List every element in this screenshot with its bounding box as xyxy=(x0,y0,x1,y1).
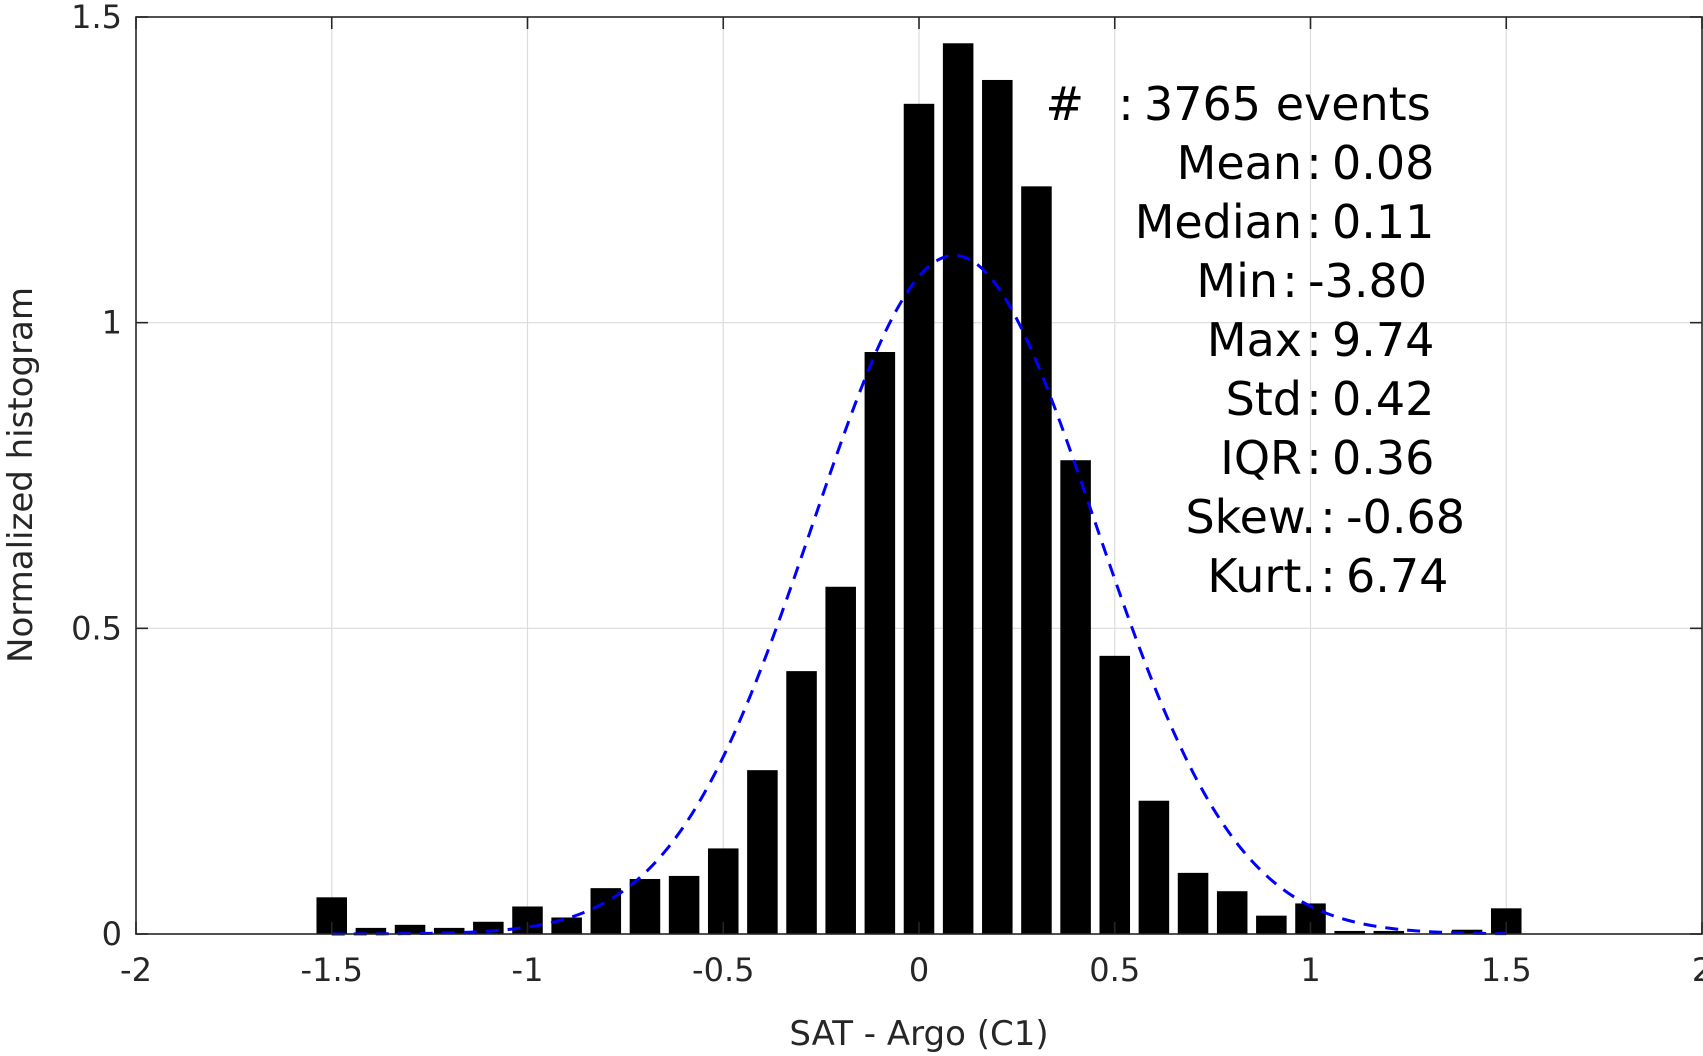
stat-separator: : xyxy=(1320,490,1336,544)
stat-label: Std xyxy=(1226,372,1302,426)
histogram-bar xyxy=(355,927,387,934)
histogram-bar xyxy=(786,671,817,934)
stat-value: 0.36 xyxy=(1332,431,1434,485)
stat-value: 6.74 xyxy=(1346,549,1448,603)
histogram-bar xyxy=(942,43,974,934)
stat-label: Skew. xyxy=(1185,490,1316,544)
x-tick-label: 0.5 xyxy=(1089,951,1140,989)
stat-value: -0.68 xyxy=(1346,490,1465,544)
stat-label: IQR xyxy=(1220,431,1302,485)
stat-separator: : xyxy=(1306,195,1322,249)
histogram-bar xyxy=(1256,915,1287,934)
x-tick-label: 2 xyxy=(1692,951,1703,989)
gaussian-fit-curve xyxy=(331,253,1507,936)
histogram-bar xyxy=(707,848,739,934)
histogram-bar xyxy=(825,586,856,934)
y-tick-label: 0.5 xyxy=(71,609,122,647)
histogram-bar xyxy=(903,103,935,935)
stat-separator: : xyxy=(1306,136,1322,190)
stat-value: 9.74 xyxy=(1332,313,1434,367)
stat-value: -3.80 xyxy=(1308,254,1427,308)
stat-label: Median xyxy=(1135,195,1302,249)
histogram-bars xyxy=(316,43,1522,935)
histogram-bar xyxy=(1138,800,1170,934)
y-tick-label: 0 xyxy=(102,915,122,953)
stat-value: 0.08 xyxy=(1332,136,1434,190)
histogram-bar xyxy=(394,924,426,934)
stat-label: Mean xyxy=(1177,136,1302,190)
histogram-bar xyxy=(747,770,778,934)
x-tick-label: 1 xyxy=(1300,951,1320,989)
stat-separator: : xyxy=(1306,431,1322,485)
stat-separator: : xyxy=(1306,313,1322,367)
x-tick-label: -2 xyxy=(120,951,152,989)
histogram-bar xyxy=(1451,929,1483,934)
stat-separator: : xyxy=(1118,77,1134,131)
histogram-bar xyxy=(433,927,465,934)
histogram-bar xyxy=(629,878,661,934)
x-axis-ticks: -2 -1.5 -1 -0.5 0 0.5 1 1.5 2 xyxy=(120,17,1703,989)
histogram-bar xyxy=(1060,460,1091,934)
stat-label: Kurt. xyxy=(1207,549,1316,603)
stat-label: # xyxy=(1045,77,1084,131)
histogram-bar xyxy=(864,352,896,934)
histogram-bar xyxy=(1021,186,1052,934)
y-axis-ticks: 0 0.5 1 1.5 xyxy=(71,0,1702,953)
x-tick-label: -0.5 xyxy=(692,951,754,989)
histogram-bar xyxy=(982,79,1013,934)
histogram-bar xyxy=(1216,891,1248,934)
histogram-bar xyxy=(1334,930,1365,934)
y-axis-label: Normalized histogram xyxy=(1,287,41,663)
stat-value: 0.42 xyxy=(1332,372,1434,426)
y-tick-label: 1.5 xyxy=(71,0,122,36)
x-tick-label: 0 xyxy=(909,951,929,989)
stat-label: Max xyxy=(1207,313,1302,367)
histogram-bar xyxy=(1177,872,1209,934)
x-tick-label: -1.5 xyxy=(301,951,363,989)
y-tick-label: 1 xyxy=(102,304,122,342)
histogram-bar xyxy=(1099,655,1131,934)
x-tick-label: 1.5 xyxy=(1481,951,1532,989)
stat-value: 3765 events xyxy=(1144,77,1431,131)
histogram-bar xyxy=(1373,930,1405,934)
stat-label: Min xyxy=(1196,254,1278,308)
stat-value: 0.11 xyxy=(1332,195,1434,249)
x-tick-label: -1 xyxy=(512,951,544,989)
stat-separator: : xyxy=(1320,549,1336,603)
histogram-bar xyxy=(668,875,700,934)
stat-separator: : xyxy=(1306,372,1322,426)
x-axis-label: SAT - Argo (C1) xyxy=(789,1014,1048,1054)
stat-separator: : xyxy=(1282,254,1298,308)
